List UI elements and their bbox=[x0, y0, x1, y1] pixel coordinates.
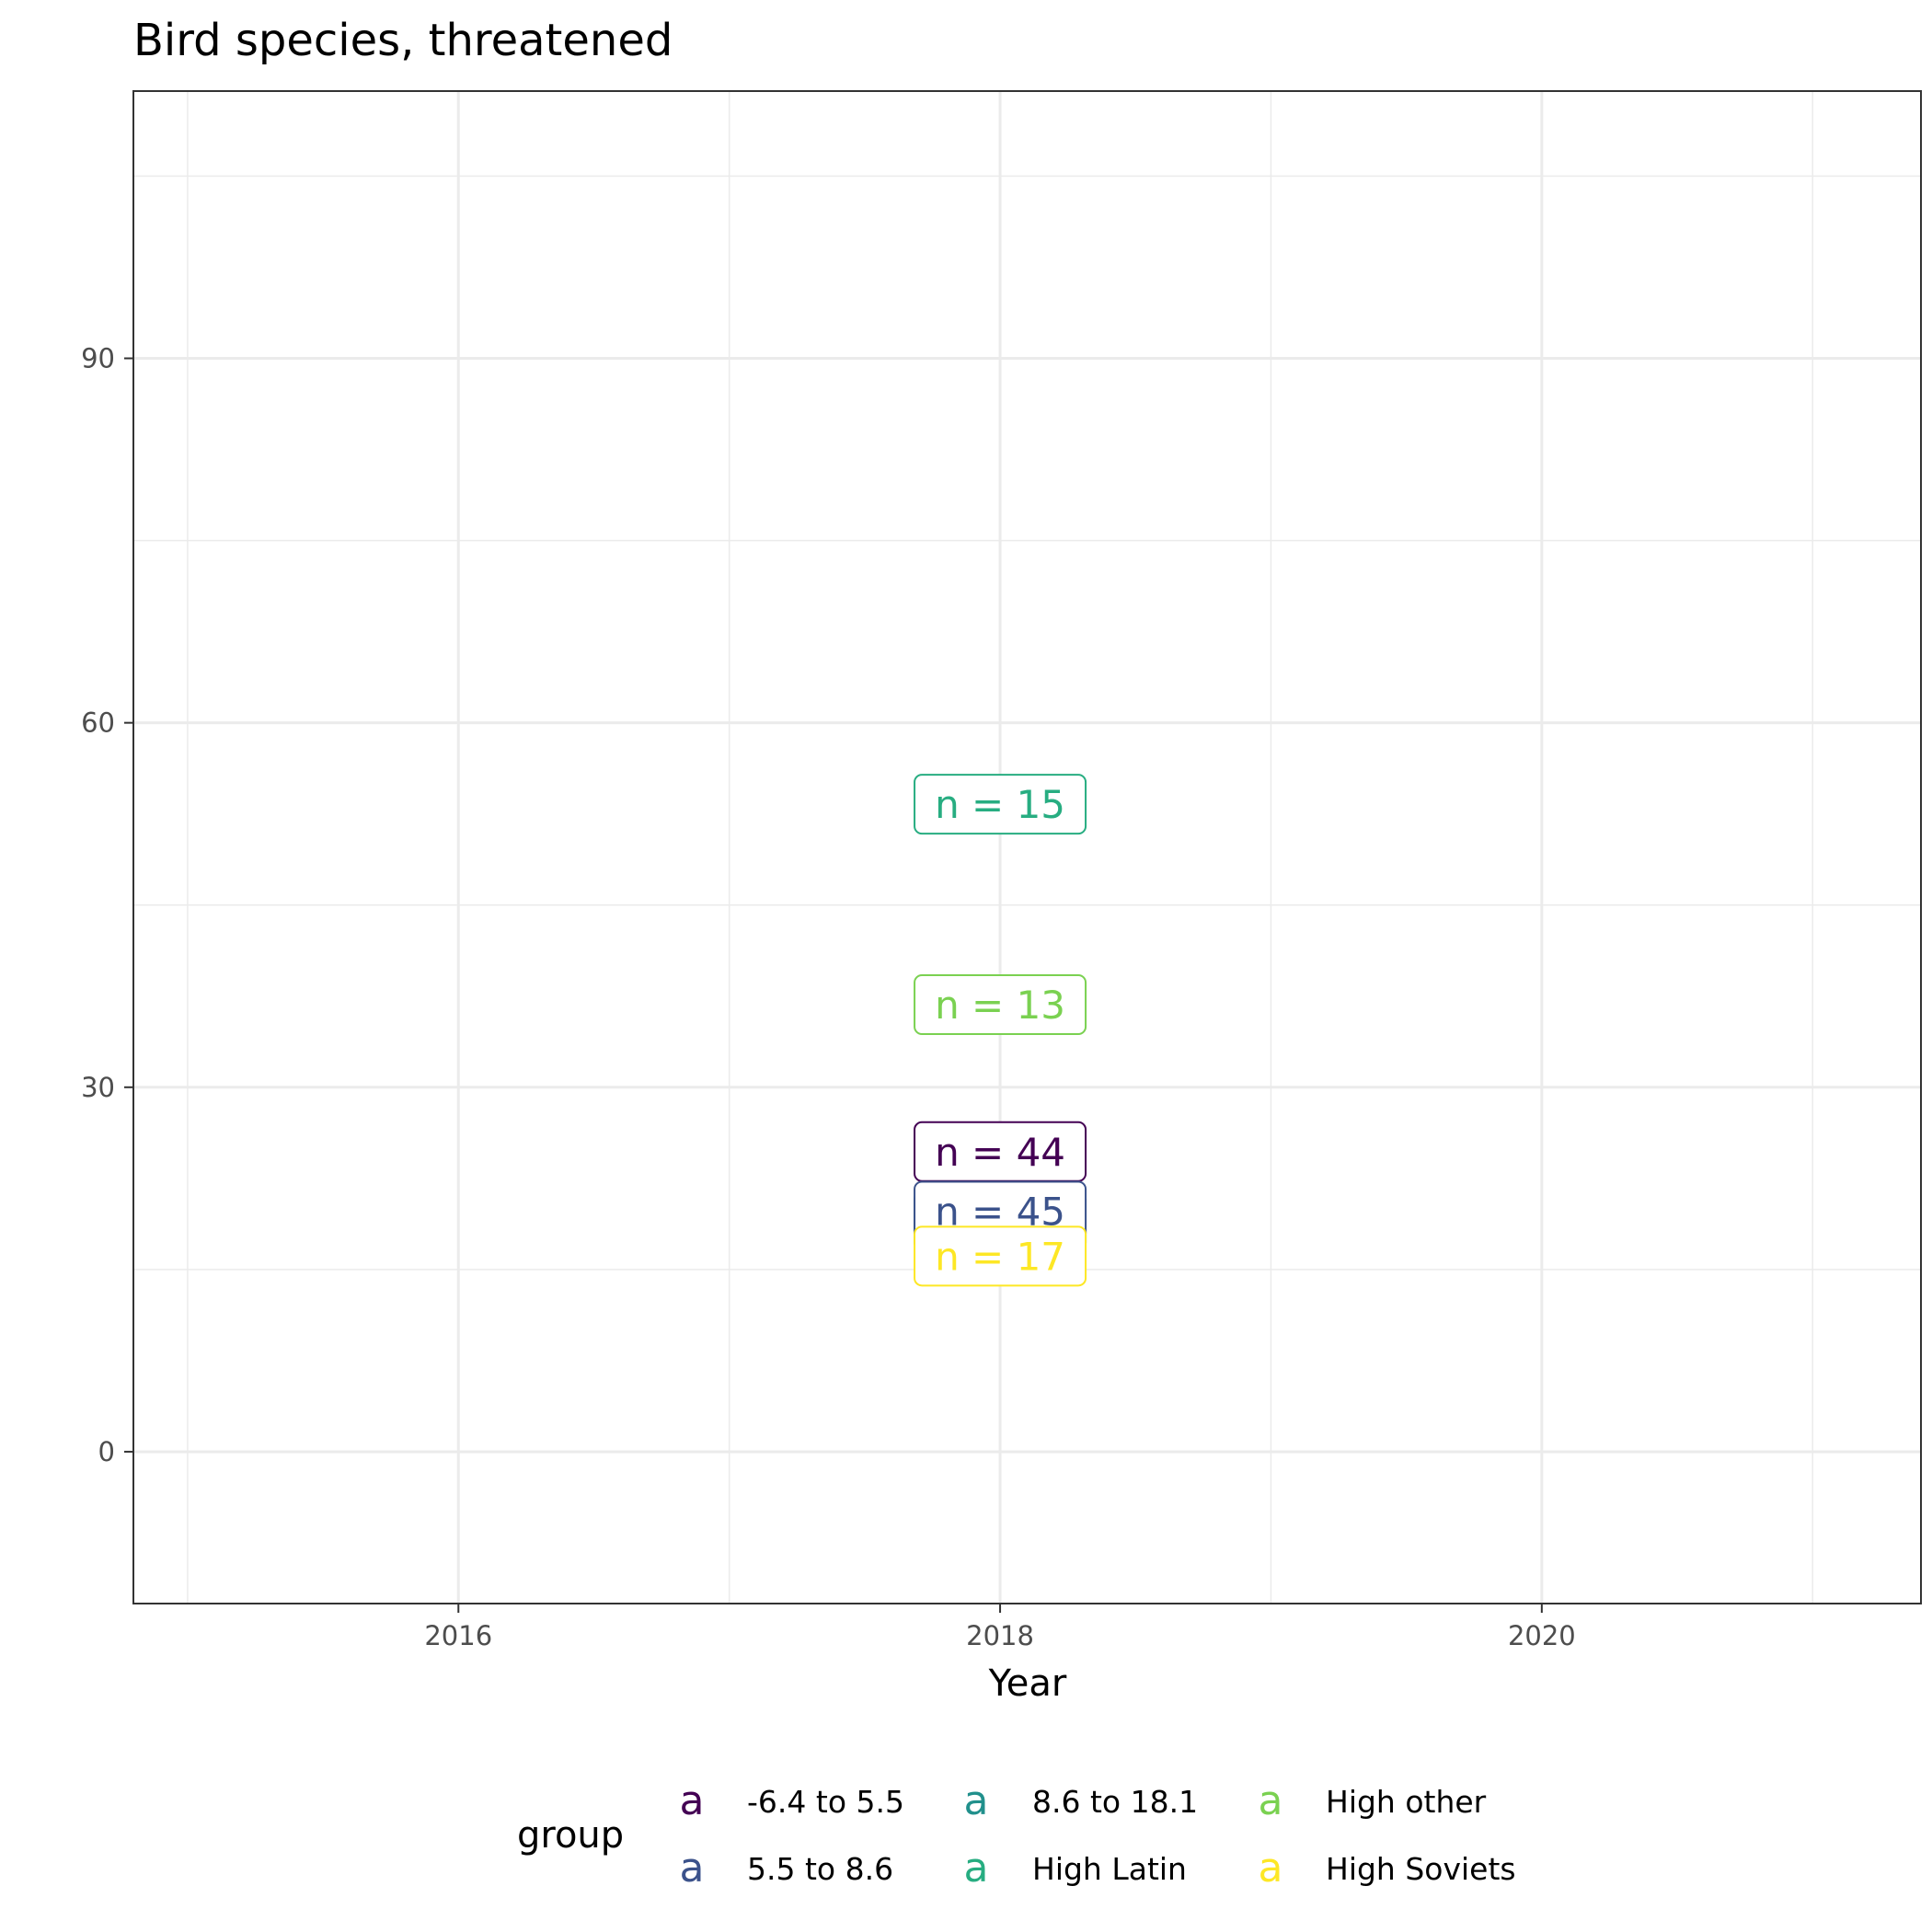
legend-key: a bbox=[964, 1845, 989, 1892]
plot-panel bbox=[132, 90, 1922, 1604]
data-label: n = 17 bbox=[914, 1225, 1087, 1287]
legend-key: a bbox=[680, 1845, 705, 1892]
x-axis-title: Year bbox=[988, 1662, 1067, 1705]
data-label: n = 13 bbox=[914, 974, 1087, 1036]
x-tick-label: 2020 bbox=[1508, 1620, 1576, 1651]
panel-background bbox=[133, 91, 1921, 1604]
legend-item: a High Soviets bbox=[1259, 1845, 1516, 1892]
legend-key: a bbox=[964, 1777, 989, 1824]
y-tick-label: 90 bbox=[81, 343, 115, 374]
legend-label: -6.4 to 5.5 bbox=[747, 1784, 904, 1820]
legend-label: 5.5 to 8.6 bbox=[747, 1851, 893, 1887]
y-tick-label: 30 bbox=[81, 1072, 115, 1103]
legend-label: 8.6 to 18.1 bbox=[1032, 1784, 1198, 1820]
data-label-text: n = 15 bbox=[935, 782, 1065, 827]
legend-key: a bbox=[1259, 1777, 1283, 1824]
legend-item: a 8.6 to 18.1 bbox=[964, 1777, 1199, 1824]
data-label-text: n = 44 bbox=[935, 1130, 1065, 1175]
legend-label: High other bbox=[1326, 1784, 1487, 1820]
legend-item: a -6.4 to 5.5 bbox=[680, 1777, 904, 1824]
y-tick-label: 0 bbox=[98, 1436, 115, 1467]
x-axis: 2016 2018 2020 bbox=[424, 1604, 1576, 1651]
legend: group a -6.4 to 5.5 a 5.5 to 8.6 a 8.6 to 18.… bbox=[517, 1777, 1516, 1892]
data-label-text: n = 17 bbox=[935, 1234, 1065, 1279]
y-axis: 0 30 60 90 bbox=[81, 343, 133, 1467]
legend-label: High Latin bbox=[1032, 1851, 1187, 1887]
x-tick-label: 2016 bbox=[424, 1620, 492, 1651]
legend-title: group bbox=[517, 1814, 624, 1857]
data-label-box bbox=[914, 1225, 1087, 1287]
legend-item: a 5.5 to 8.6 bbox=[680, 1845, 894, 1892]
legend-item: a High other bbox=[1259, 1777, 1487, 1824]
data-label-box bbox=[914, 974, 1087, 1036]
data-label: n = 15 bbox=[914, 774, 1087, 835]
data-label-text: n = 13 bbox=[935, 983, 1065, 1028]
legend-key: a bbox=[1259, 1845, 1283, 1892]
data-labels: n = 44n = 45n = 45n = 15n = 13n = 17 bbox=[914, 774, 1087, 1287]
y-tick-label: 60 bbox=[81, 707, 115, 739]
panel-border bbox=[132, 90, 1922, 1604]
legend-label: High Soviets bbox=[1326, 1851, 1516, 1887]
data-label: n = 44 bbox=[914, 1121, 1087, 1182]
x-tick-label: 2018 bbox=[966, 1620, 1034, 1651]
data-label-box bbox=[914, 774, 1087, 835]
legend-key: a bbox=[680, 1777, 705, 1824]
chart-title: Bird species, threatened bbox=[133, 15, 673, 66]
legend-item: a High Latin bbox=[964, 1845, 1187, 1892]
